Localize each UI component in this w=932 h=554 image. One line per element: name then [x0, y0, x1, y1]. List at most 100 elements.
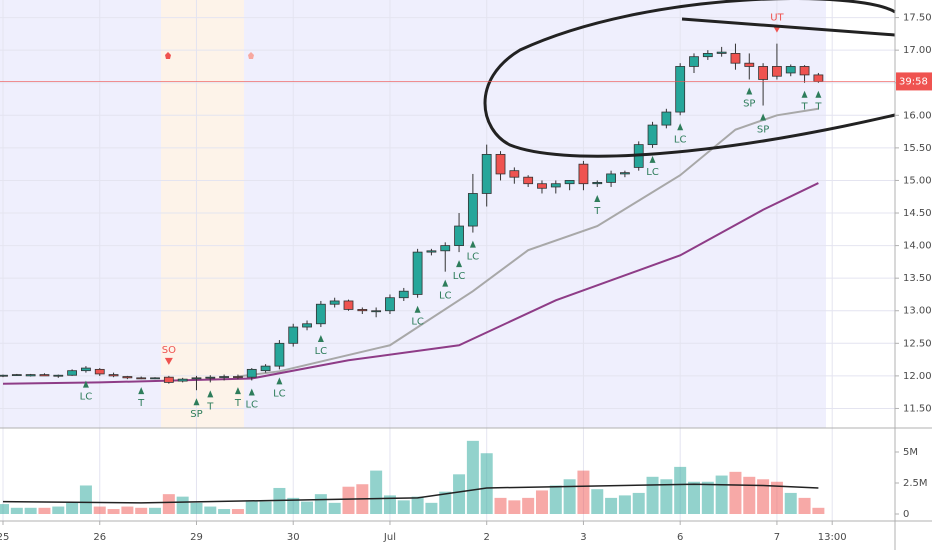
signal-arrow [442, 279, 449, 287]
candle-body [219, 376, 230, 378]
session-highlight [161, 0, 244, 428]
signal-arrow [746, 87, 753, 95]
signal-arrow [815, 90, 822, 98]
x-tick-label: 2 [484, 532, 490, 543]
candle-body [136, 377, 147, 380]
volume-bar [494, 497, 507, 514]
volume-bar [798, 497, 811, 514]
y2-tick-label: 5M [903, 447, 918, 458]
volume-bar [121, 506, 134, 514]
candle-body [67, 370, 77, 376]
candles [0, 43, 824, 391]
candle-body [343, 300, 354, 310]
signal-arrow [248, 388, 255, 396]
volume-bar [79, 485, 92, 514]
signal-arrow [317, 335, 324, 343]
signal-arrow [594, 194, 601, 202]
signal-arrow [82, 380, 89, 388]
ma-line [237, 107, 819, 378]
volume-bar [439, 491, 452, 514]
candle-body [329, 300, 340, 305]
signal-label: LC [646, 167, 659, 178]
candle-body [288, 326, 299, 344]
signal-label: LC [245, 399, 258, 410]
countdown: 39:58 [899, 76, 928, 87]
signal-arrow [649, 155, 656, 163]
candle-body [758, 66, 768, 80]
signal-label: T [206, 401, 214, 412]
volume-bar [522, 497, 535, 514]
y-tick-label: 15.00 [903, 175, 932, 186]
candle-body [371, 310, 382, 313]
volume-bar [162, 494, 175, 514]
y-tick-label: 14.00 [903, 241, 932, 252]
marker [248, 52, 254, 59]
volume-bar [10, 507, 23, 514]
volume-bar [342, 486, 355, 514]
candle-body [398, 290, 409, 299]
candle-body [606, 173, 616, 183]
marker [165, 52, 171, 59]
volume-bar [218, 509, 231, 514]
volume-bar [245, 501, 258, 514]
candle-body [523, 176, 534, 185]
candle-body [150, 377, 160, 380]
volume-bar [508, 500, 521, 514]
x-tick-label: Jul [383, 532, 396, 543]
candle-body [315, 303, 326, 325]
volume-bar [190, 502, 203, 514]
volume-bar [52, 506, 65, 514]
signal-arrow [760, 113, 767, 121]
y-tick-label: 14.50 [903, 208, 932, 219]
signal-label: LC [273, 388, 286, 399]
volume-bar [287, 497, 300, 514]
candle-body [274, 342, 285, 367]
volume-bar [701, 481, 714, 514]
y-tick-label: 16.00 [903, 110, 932, 121]
y-tick-label: 11.50 [903, 403, 932, 414]
signal-label: SP [757, 125, 769, 136]
candle-body [799, 66, 810, 76]
volume-bar [757, 479, 770, 514]
volume-bar [480, 453, 493, 514]
volume-bar [577, 470, 590, 514]
y-tick-label: 13.50 [903, 273, 932, 284]
volume-bar [176, 496, 189, 514]
volume-bar [411, 496, 424, 514]
signal-label: LC [467, 252, 480, 263]
candle-body [177, 378, 188, 382]
drawing-line [681, 17, 896, 37]
volume-bar [674, 466, 687, 514]
volume-bar [770, 481, 783, 514]
signal-label: LC [453, 271, 466, 282]
volume-bar [591, 489, 604, 514]
signal-label: T [593, 206, 601, 217]
session-bg [0, 0, 826, 428]
candle-body [495, 153, 506, 175]
candle-body [246, 368, 257, 378]
candle-body [81, 367, 91, 372]
candle-body [813, 74, 824, 82]
signal-label: LC [315, 346, 328, 357]
signal-arrow [677, 123, 684, 131]
volume-bar [535, 490, 548, 514]
signal-arrow [138, 387, 145, 395]
candle-body [191, 377, 202, 380]
volume-bar [784, 492, 797, 514]
candle-body [94, 368, 105, 375]
candle-body [426, 250, 437, 253]
candle-body [11, 374, 22, 376]
volume-bar [618, 495, 631, 514]
candle-body [675, 66, 686, 113]
x-tick-label: 25 [0, 532, 9, 543]
y-tick-label: 12.00 [903, 371, 932, 382]
candle-body [509, 170, 520, 178]
volume-bar [328, 502, 341, 514]
x-tick-label: 30 [287, 532, 300, 543]
volume-bar [383, 495, 396, 514]
volume-bar [135, 507, 148, 514]
y2-tick-label: 0 [903, 509, 909, 520]
candle-body [564, 180, 575, 185]
volume-bar [93, 506, 106, 514]
signal-label: SP [743, 98, 755, 109]
